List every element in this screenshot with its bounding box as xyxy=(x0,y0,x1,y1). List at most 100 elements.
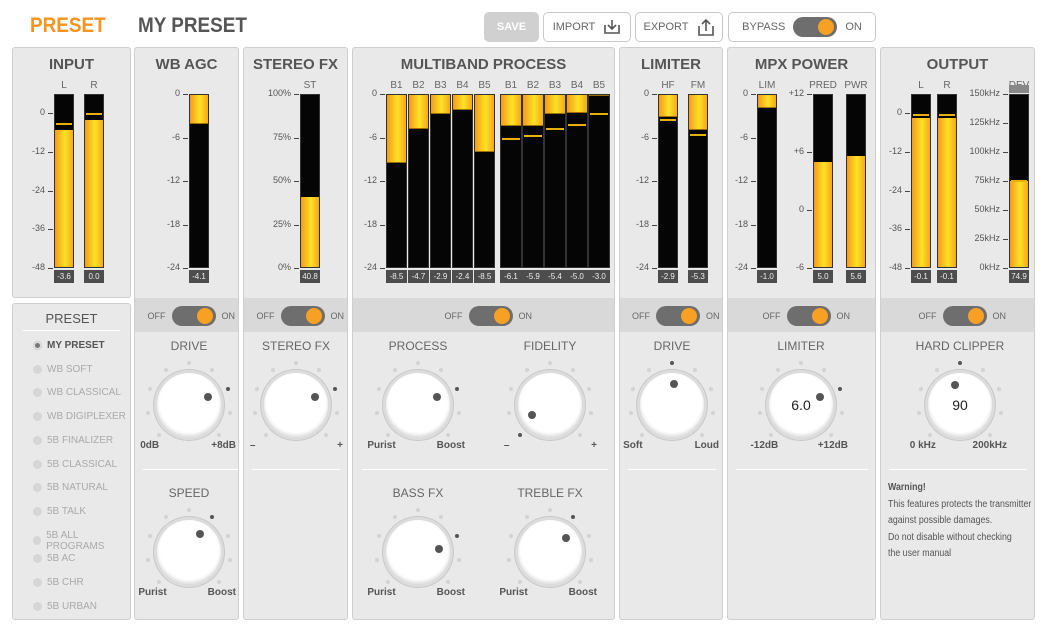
knob-bass-fx[interactable] xyxy=(386,520,450,584)
preset-item-label: 5B ALL PROGRAMS xyxy=(46,529,105,552)
knob-min-label: Purist xyxy=(138,587,167,598)
on-off-toggle[interactable]: OFF ON xyxy=(919,306,1006,326)
knob-label: SPEED xyxy=(168,486,210,500)
import-button[interactable]: IMPORT xyxy=(543,12,631,42)
preset-item[interactable]: WB DIGIPLEXER xyxy=(33,411,126,422)
scale-tick xyxy=(48,190,53,192)
knob-scale-dot xyxy=(439,368,444,373)
peak-marker xyxy=(524,135,542,138)
section-divider xyxy=(736,469,868,470)
knob-scale-dot xyxy=(377,386,382,391)
preset-item[interactable]: 5B CHR xyxy=(33,577,84,588)
radio-icon[interactable] xyxy=(33,578,42,587)
preset-item-label: 5B TALK xyxy=(47,505,87,517)
meter-readout: -2.9 xyxy=(430,270,451,283)
knob-scale-dot xyxy=(589,558,594,563)
knob-drive[interactable] xyxy=(157,373,221,437)
preset-item[interactable]: 5B AC xyxy=(33,553,75,564)
knob-min-label: – xyxy=(249,440,256,451)
toggle-band: OFF ON xyxy=(353,298,614,332)
knob-stereo-fx[interactable] xyxy=(264,373,328,437)
scale-tick xyxy=(652,181,657,182)
bypass-control[interactable]: BYPASS ON xyxy=(728,12,876,42)
radio-icon[interactable] xyxy=(33,506,42,516)
preset-item-label: 5B NATURAL xyxy=(47,482,108,494)
meter-label: B3 xyxy=(434,80,447,91)
preset-item[interactable]: MY PRESET xyxy=(33,340,105,351)
tab-preset[interactable]: PRESET xyxy=(30,14,106,37)
scale-label: -6 xyxy=(368,131,377,142)
scale-label: 75% xyxy=(272,131,291,142)
toggle-switch[interactable] xyxy=(171,306,216,326)
import-label: IMPORT xyxy=(552,21,596,33)
save-button[interactable]: SAVE xyxy=(484,12,539,42)
scale-label: -36 xyxy=(31,223,45,234)
knob-process[interactable] xyxy=(386,373,450,437)
knob-scale-dot xyxy=(335,411,340,416)
on-off-toggle[interactable]: OFF ON xyxy=(148,306,235,326)
radio-icon[interactable] xyxy=(33,554,42,564)
meter-readout: -8.5 xyxy=(386,270,407,283)
toggle-switch[interactable] xyxy=(786,306,831,326)
knob-scale-dot xyxy=(524,515,529,520)
knob-scale-dot xyxy=(457,411,462,416)
preset-item[interactable]: WB SOFT xyxy=(33,364,93,375)
preset-item[interactable]: WB CLASSICAL xyxy=(33,387,121,398)
radio-icon[interactable] xyxy=(33,388,42,398)
knob-scale-dot xyxy=(769,432,774,437)
toggle-switch[interactable] xyxy=(942,306,987,326)
on-off-toggle[interactable]: OFF ON xyxy=(763,306,850,326)
knob-speed[interactable] xyxy=(157,520,221,584)
knob-max-label: Boost xyxy=(436,587,465,598)
radio-icon[interactable] xyxy=(33,364,42,374)
peak-marker xyxy=(939,114,955,117)
scale-label: -12 xyxy=(888,146,902,156)
knob-mpx-limiter[interactable]: 6.0 xyxy=(769,373,833,437)
knob-treble-fx[interactable] xyxy=(518,520,582,584)
preset-item[interactable]: 5B ALL PROGRAMS xyxy=(33,530,130,552)
save-label: SAVE xyxy=(496,21,527,33)
bypass-toggle[interactable] xyxy=(793,17,838,37)
toggle-switch[interactable] xyxy=(280,306,325,326)
preset-item[interactable]: 5B CLASSICAL xyxy=(33,459,117,470)
scale-label: -18 xyxy=(363,218,377,229)
knob-hard-clipper[interactable]: 90 xyxy=(928,373,992,437)
preset-item[interactable]: 5B TALK xyxy=(33,506,86,517)
radio-icon[interactable] xyxy=(33,536,42,546)
meter-fill xyxy=(85,120,103,267)
radio-icon[interactable] xyxy=(33,483,42,493)
scale-tick xyxy=(807,210,812,211)
on-off-toggle[interactable]: OFF ON xyxy=(257,306,344,326)
tab-my-preset[interactable]: MY PRESET xyxy=(138,14,247,37)
knob-scale-dot xyxy=(840,411,845,416)
radio-icon[interactable] xyxy=(33,601,42,611)
scale-label: -24 xyxy=(734,262,748,272)
export-button[interactable]: EXPORT xyxy=(635,12,723,42)
knob-label: STEREO FX xyxy=(261,339,330,353)
scale-tick xyxy=(183,224,188,226)
on-off-toggle[interactable]: OFF ON xyxy=(632,306,720,326)
scale-tick xyxy=(380,268,385,269)
radio-icon[interactable] xyxy=(33,412,42,422)
on-off-toggle[interactable]: OFF ON xyxy=(445,306,532,326)
toggle-switch[interactable] xyxy=(656,306,700,326)
panel-wb-agc: WB AGC OFF ON xyxy=(134,47,239,620)
knob-limiter-drive[interactable] xyxy=(640,373,704,437)
radio-icon[interactable] xyxy=(33,435,42,445)
knob-scale-dot xyxy=(210,515,215,520)
scale-tick xyxy=(905,268,910,269)
knob-max-label: Boost xyxy=(207,587,236,598)
knob-fidelity[interactable] xyxy=(518,373,582,437)
preset-item[interactable]: 5B NATURAL xyxy=(33,482,108,493)
radio-icon[interactable] xyxy=(33,341,42,350)
radio-icon[interactable] xyxy=(33,459,42,469)
preset-item[interactable]: 5B FINALIZER xyxy=(33,435,113,446)
meter-label: B3 xyxy=(548,80,562,91)
preset-item[interactable]: 5B URBAN xyxy=(33,601,97,612)
peak-marker xyxy=(590,112,608,115)
knob-value: 6.0 xyxy=(791,397,811,413)
scale-label: -48 xyxy=(31,262,45,272)
knob-scale-dot xyxy=(445,432,450,437)
toggle-switch[interactable] xyxy=(468,306,513,326)
knob-scale-dot xyxy=(255,386,260,391)
